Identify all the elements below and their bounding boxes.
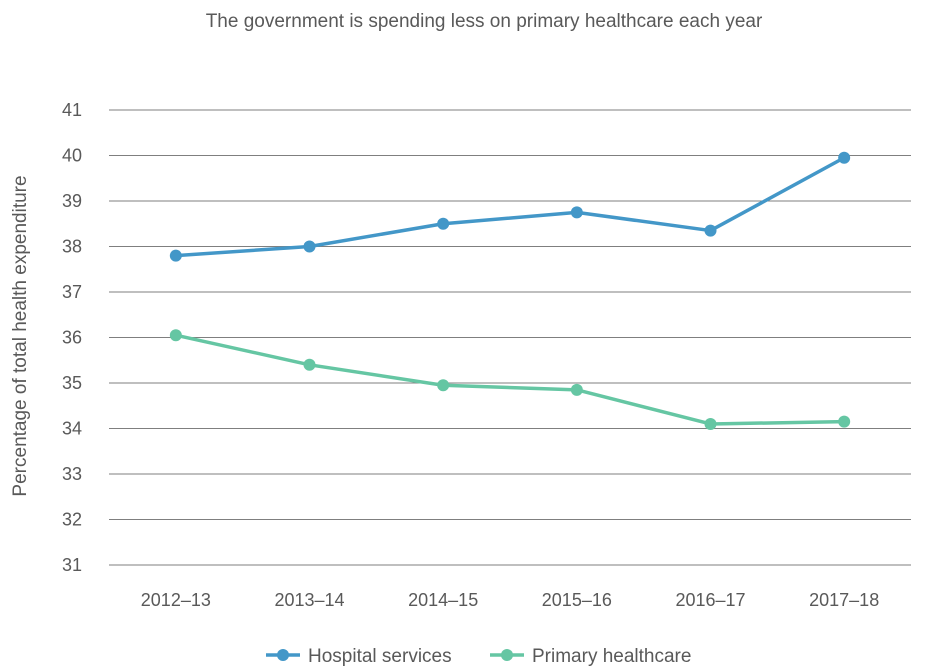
data-point <box>838 151 851 164</box>
y-tick-label: 33 <box>62 464 82 484</box>
y-tick-label: 39 <box>62 191 82 211</box>
legend: Hospital services Primary healthcare <box>266 646 691 667</box>
legend-label: Primary healthcare <box>532 646 691 667</box>
x-tick-label: 2014–15 <box>408 590 478 610</box>
series-line <box>174 333 846 426</box>
legend-marker-icon <box>501 649 513 661</box>
legend-item: Hospital services <box>266 646 452 667</box>
data-point <box>169 329 182 342</box>
y-axis-ticks: 31 32 33 34 35 36 37 38 39 40 41 <box>62 100 82 575</box>
legend-item: Primary healthcare <box>490 646 691 667</box>
series-layer <box>169 151 851 430</box>
data-point <box>169 249 182 262</box>
y-tick-label: 32 <box>62 510 82 530</box>
gridlines <box>109 109 911 566</box>
y-tick-label: 34 <box>62 419 82 439</box>
data-point <box>303 240 316 253</box>
x-tick-label: 2012–13 <box>141 590 211 610</box>
x-tick-label: 2017–18 <box>809 590 879 610</box>
y-tick-label: 37 <box>62 282 82 302</box>
x-tick-label: 2016–17 <box>675 590 745 610</box>
data-point <box>437 217 450 230</box>
data-point <box>437 379 450 392</box>
data-point <box>838 415 851 428</box>
y-tick-label: 40 <box>62 146 82 166</box>
y-axis-label: Percentage of total health expenditure <box>10 175 31 496</box>
x-tick-label: 2013–14 <box>274 590 344 610</box>
y-tick-label: 41 <box>62 100 82 120</box>
data-point <box>570 383 583 396</box>
x-axis-ticks: 2012–13 2013–14 2014–15 2015–16 2016–17 2017–… <box>141 590 879 610</box>
data-point <box>704 224 717 237</box>
data-point <box>303 358 316 371</box>
data-point <box>570 206 583 219</box>
series-line <box>174 156 846 258</box>
legend-marker-icon <box>277 649 289 661</box>
data-point <box>704 417 717 430</box>
y-tick-label: 31 <box>62 555 82 575</box>
legend-label: Hospital services <box>308 646 452 667</box>
y-tick-label: 35 <box>62 373 82 393</box>
series-1 <box>169 329 851 430</box>
series-0 <box>169 151 851 262</box>
y-tick-label: 36 <box>62 328 82 348</box>
y-tick-label: 38 <box>62 237 82 257</box>
x-tick-label: 2015–16 <box>542 590 612 610</box>
chart-title: The government is spending less on prima… <box>206 11 763 32</box>
